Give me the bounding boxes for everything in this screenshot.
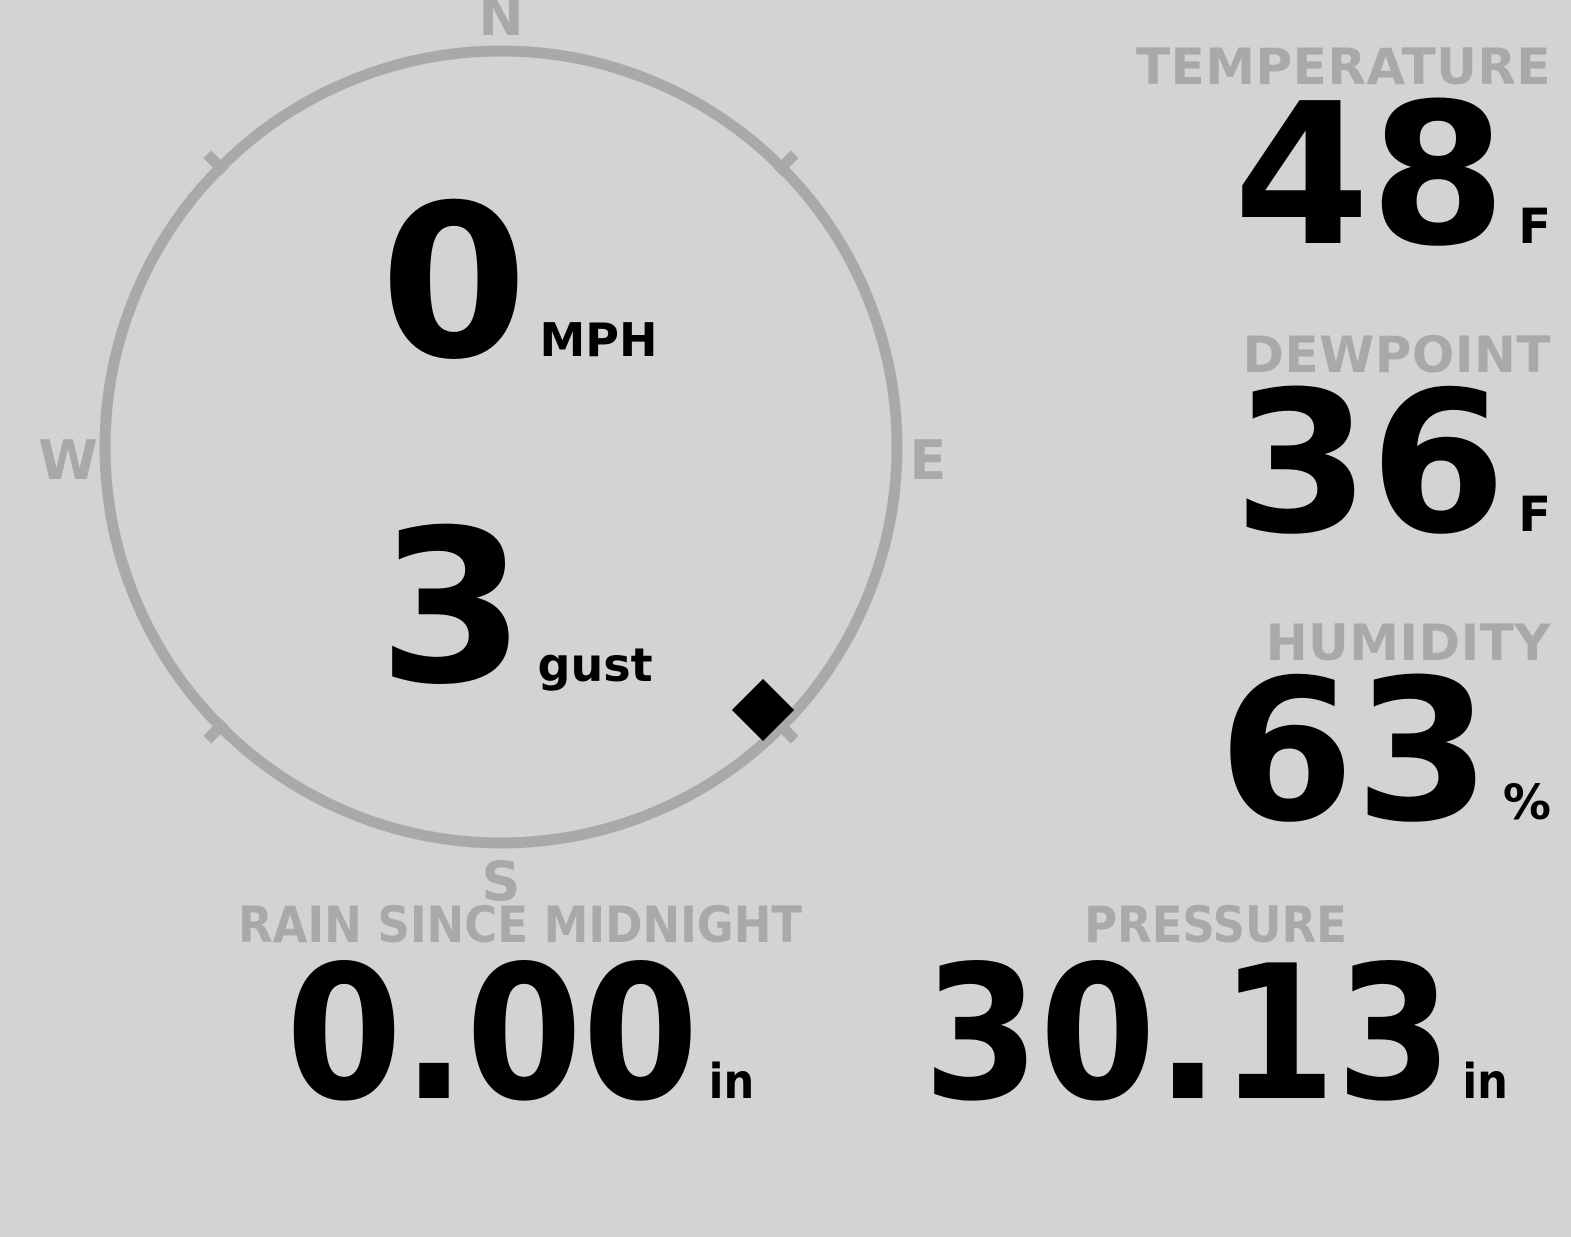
compass-ring-graphic [99,45,903,849]
wind-speed-value: 0 [380,159,528,406]
metric-humidity-unit: % [1502,775,1551,831]
compass-label-south: S [481,850,521,913]
metric-temperature-label: TEMPERATURE [1136,38,1551,96]
wind-direction-marker-icon [731,678,795,742]
compass-tick-se [773,718,799,744]
metric-humidity-label: HUMIDITY [1265,614,1551,672]
metric-humidity: HUMIDITY 63 % [911,614,1551,866]
metric-humidity-value: 63 [1218,638,1491,866]
metric-pressure: PRESSURE 30.13 in [860,896,1571,1142]
metric-humidity-value-row: 63 % [911,638,1551,866]
metric-dewpoint-value-row: 36 F [911,350,1551,578]
wind-gust-readout: 3 gust [378,484,653,731]
metric-dewpoint-label: DEWPOINT [1242,326,1551,384]
wind-compass-dial: N S W E 0 MPH 3 gust [0,0,1010,930]
wind-gust-value: 3 [378,484,526,731]
metric-rain-since-midnight-label: RAIN SINCE MIDNIGHT [237,896,803,954]
metric-temperature-unit: F [1518,199,1551,255]
metric-pressure-value: 30.13 [923,925,1453,1142]
compass-ring-circle [99,45,903,849]
metric-rain-since-midnight-value: 0.00 [285,925,699,1142]
metric-temperature-value: 48 [1233,62,1507,290]
metric-rain-since-midnight-unit: in [708,1054,755,1110]
compass-tick-marks [203,150,799,744]
compass-label-west: W [38,429,98,492]
compass-label-east: E [909,429,947,492]
metric-dewpoint-value: 36 [1233,350,1507,578]
metric-pressure-value-row: 30.13 in [860,925,1571,1142]
compass-tick-nw [203,150,229,176]
metric-rain-since-midnight-value-row: 0.00 in [170,925,870,1142]
wind-speed-readout: 0 MPH [380,159,658,406]
compass-tick-sw [203,718,229,744]
wind-speed-unit: MPH [539,313,658,367]
wind-gust-unit: gust [537,638,653,692]
compass-tick-ne [773,150,799,176]
metric-dewpoint: DEWPOINT 36 F [911,326,1551,578]
metric-temperature: TEMPERATURE 48 F [911,38,1551,290]
metric-pressure-label: PRESSURE [1084,896,1347,954]
metric-dewpoint-unit: F [1518,487,1551,543]
metric-rain-since-midnight: RAIN SINCE MIDNIGHT 0.00 in [170,896,870,1142]
metric-temperature-value-row: 48 F [911,62,1551,290]
compass-label-north: N [478,0,524,48]
metric-pressure-unit: in [1462,1054,1508,1110]
